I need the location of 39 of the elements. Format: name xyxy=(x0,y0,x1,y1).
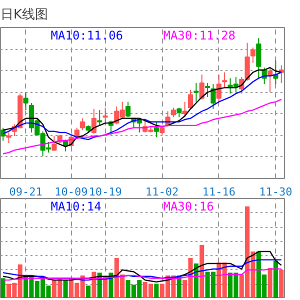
candlestick xyxy=(188,90,194,110)
x-tick-label: 10-19 xyxy=(88,186,122,198)
annotation: MA10:11.06 xyxy=(50,28,124,42)
candlestick xyxy=(199,74,204,100)
bar xyxy=(154,284,159,298)
candlestick xyxy=(176,107,182,118)
annotation: MA10:14 xyxy=(50,200,102,214)
candlestick xyxy=(250,47,256,64)
candlestick xyxy=(6,132,12,144)
candlestick xyxy=(125,101,131,118)
annotation: MA30:11.28 xyxy=(163,28,236,42)
candlestick xyxy=(204,82,210,98)
candlestick xyxy=(222,72,228,88)
candlestick xyxy=(154,121,159,138)
candlestick xyxy=(256,38,262,79)
candlestick xyxy=(23,92,28,111)
candlestick xyxy=(102,107,108,126)
bar xyxy=(279,270,284,298)
x-tick-label: 11-02 xyxy=(146,186,179,198)
x-tick-label: 11-16 xyxy=(202,186,236,198)
bar xyxy=(0,278,6,298)
candlestick xyxy=(170,107,176,118)
candlestick xyxy=(194,82,199,102)
x-tick-label: 10-09 xyxy=(54,186,88,198)
candlestick xyxy=(52,136,57,151)
candlestick xyxy=(216,74,222,102)
bar xyxy=(273,260,278,298)
bar xyxy=(63,280,68,298)
candlestick xyxy=(80,118,86,131)
x-tick-label: 11-30 xyxy=(259,186,292,198)
bar xyxy=(86,286,91,298)
x-tick-label: 09-21 xyxy=(9,186,42,198)
bar xyxy=(268,268,272,298)
candlestick xyxy=(97,110,102,126)
bar xyxy=(200,245,204,298)
candlestick xyxy=(160,124,165,136)
candlestick xyxy=(210,84,216,110)
annotation: MA30:16 xyxy=(163,200,214,214)
chart-title: 日K线图 xyxy=(0,8,48,22)
